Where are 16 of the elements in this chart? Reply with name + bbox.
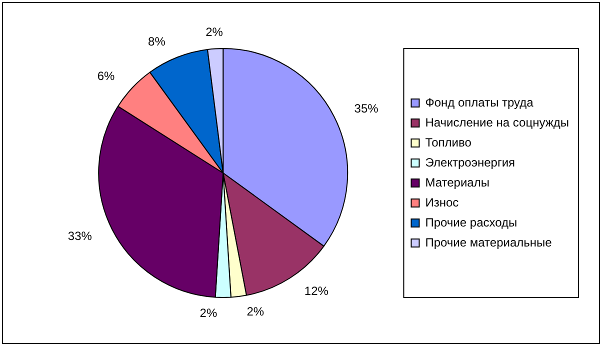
legend-label: Прочие материальные: [425, 235, 552, 250]
data-label: 2%: [206, 25, 224, 40]
legend-label: Фонд оплаты труда: [425, 95, 534, 110]
data-label: 2%: [200, 306, 218, 320]
data-label: 33%: [68, 229, 92, 244]
legend-label: Прочие расходы: [425, 215, 518, 230]
data-label: 6%: [97, 69, 116, 84]
legend-label: Начисление на соцнужды: [425, 115, 570, 130]
data-label: 8%: [148, 34, 166, 49]
data-label: 2%: [246, 304, 264, 319]
legend-label: Материалы: [425, 175, 490, 190]
legend-label: Электроэнергия: [425, 155, 516, 170]
data-label: 12%: [304, 284, 329, 298]
legend-label: Топливо: [425, 135, 472, 150]
data-label: 35%: [354, 102, 379, 116]
legend-label: Износ: [425, 195, 459, 210]
